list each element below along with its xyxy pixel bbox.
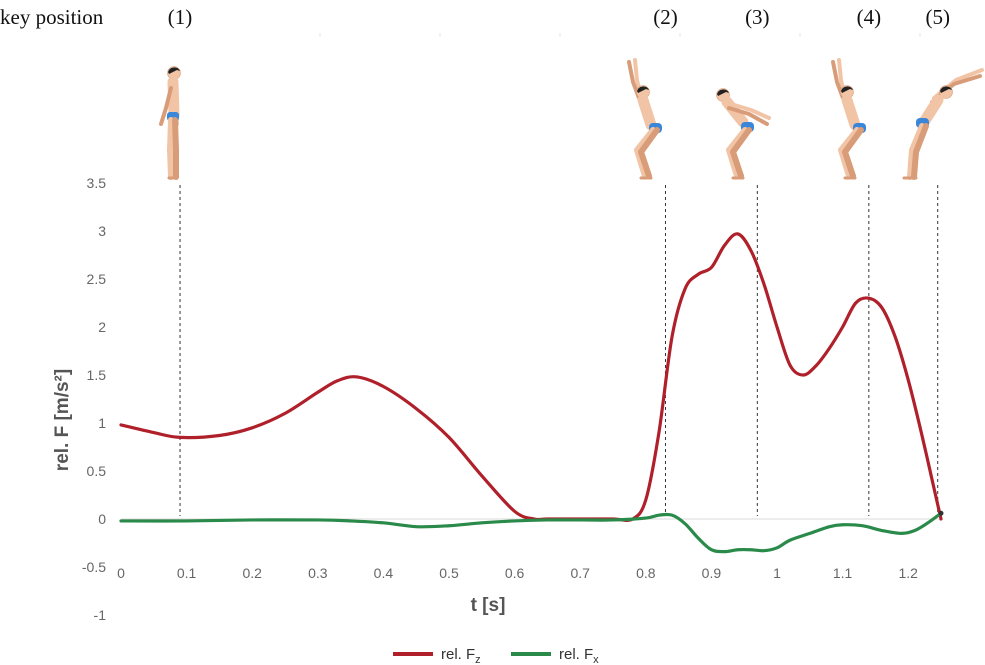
y-tick-label: 2 xyxy=(98,319,106,335)
x-tick-label: 0.5 xyxy=(439,565,459,581)
x-tick-label: 0.8 xyxy=(636,565,656,581)
y-axis-title: rel. F [m/s²] xyxy=(52,369,73,471)
legend-label-1: rel. Fz xyxy=(441,646,481,665)
y-tick-label: -0.5 xyxy=(82,559,106,575)
limb xyxy=(842,127,864,179)
key-label-2: (2) xyxy=(653,5,678,29)
y-tick-label: 2.5 xyxy=(87,271,107,287)
hair xyxy=(717,89,729,96)
diver-figure-3 xyxy=(716,88,771,180)
y-tick-label: 1 xyxy=(98,415,106,431)
x-tick-label: 0.1 xyxy=(177,565,197,581)
x-tick-label: 1.1 xyxy=(833,565,853,581)
x-axis-ticks: 0 0.1 0.2 0.3 0.4 0.5 0.6 0.7 0.8 0.9 1 1.1 1.2 xyxy=(117,565,918,581)
y-axis-ticks: 3.5 3 2.5 2 1.5 1 0.5 0 -0.5 -1 xyxy=(82,175,106,623)
series-line-fx xyxy=(119,511,943,554)
key-label-3: (3) xyxy=(745,5,770,29)
key-label-4: (4) xyxy=(857,5,882,29)
limb xyxy=(172,117,179,180)
limb xyxy=(727,106,769,126)
header-separators xyxy=(319,33,921,37)
limb xyxy=(911,123,929,180)
y-tick-label: -1 xyxy=(94,607,107,623)
x-tick-label: 1 xyxy=(773,565,781,581)
hair xyxy=(841,86,853,93)
limb xyxy=(841,94,861,131)
diver-figures xyxy=(159,58,984,180)
legend-label-2: rel. Fx xyxy=(559,646,599,665)
diver-figure-5 xyxy=(902,68,984,180)
limb xyxy=(159,86,173,126)
hair xyxy=(168,67,180,74)
x-tick-label: 0.4 xyxy=(374,565,394,581)
hair xyxy=(637,86,649,93)
series-line-fz xyxy=(119,232,943,523)
x-tick-label: 0.2 xyxy=(242,565,262,581)
diver-figure-2 xyxy=(627,58,662,180)
x-axis-title: t [s] xyxy=(471,595,506,616)
x-tick-label: 1.2 xyxy=(898,565,918,581)
limb xyxy=(167,117,174,180)
limb xyxy=(729,102,771,120)
limb xyxy=(730,127,752,179)
key-label-5: (5) xyxy=(925,5,950,29)
limb xyxy=(638,127,660,179)
key-position-label: key position xyxy=(0,5,104,29)
x-tick-label: 0.7 xyxy=(570,565,590,581)
limb xyxy=(907,123,925,180)
x-tick-label: 0.6 xyxy=(505,565,525,581)
key-position-lines xyxy=(179,185,939,516)
limb xyxy=(637,94,657,131)
limb xyxy=(634,127,656,179)
end-point xyxy=(938,510,944,516)
legend: rel. Fz rel. Fx xyxy=(393,646,599,665)
y-tick-label: 0.5 xyxy=(87,463,107,479)
hair xyxy=(940,86,952,93)
diver-figure-4 xyxy=(831,58,866,180)
x-tick-label: 0.3 xyxy=(308,565,328,581)
limb xyxy=(726,127,748,179)
y-tick-label: 0 xyxy=(98,511,106,527)
key-position-labels: (1) (2) (3) (4) (5) xyxy=(168,5,950,29)
x-tick-label: 0.9 xyxy=(702,565,722,581)
y-tick-label: 3.5 xyxy=(87,175,107,191)
limb xyxy=(838,127,860,179)
y-tick-label: 1.5 xyxy=(87,367,107,383)
key-label-1: (1) xyxy=(168,5,193,29)
diver-figure-1 xyxy=(159,66,181,180)
x-tick-label: 0 xyxy=(117,565,125,581)
series-group xyxy=(119,232,944,554)
y-tick-label: 3 xyxy=(98,223,106,239)
